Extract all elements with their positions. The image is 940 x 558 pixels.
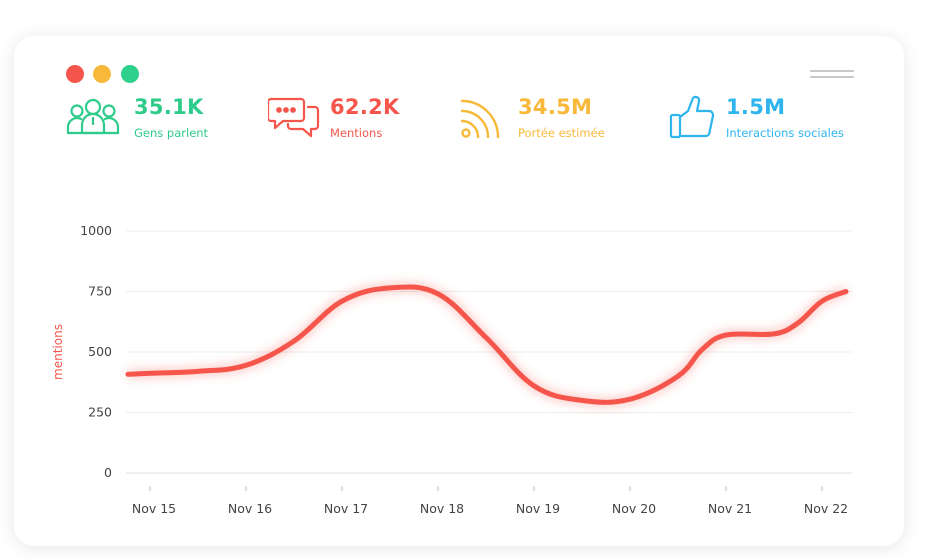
- close-window-dot[interactable]: [66, 65, 84, 83]
- x-tick-label: Nov 16: [228, 501, 272, 516]
- chart-series: [125, 282, 849, 407]
- menu-icon[interactable]: [810, 70, 854, 80]
- chart-axes: 1000 750 500 250 0 Nov 15 Nov 16 Nov 17 Nov 18 No…: [80, 223, 848, 516]
- x-tick-label: Nov 17: [324, 501, 368, 516]
- stat-estimated-reach: 34.5M Portée estimée: [458, 93, 628, 145]
- stat-mentions: 62.2K Mentions: [268, 93, 418, 145]
- y-axis-label: mentions: [51, 324, 65, 380]
- minimize-window-dot[interactable]: [93, 65, 111, 83]
- x-tick-label: Nov 22: [804, 501, 848, 516]
- rss-feed-icon: [460, 99, 500, 139]
- stat-label: Gens parlent: [134, 126, 209, 140]
- people-group-icon: [66, 98, 120, 135]
- chat-bubbles-icon: [268, 97, 320, 138]
- stat-value: 34.5M: [518, 95, 593, 119]
- stat-label: Interactions sociales: [726, 126, 844, 140]
- thumbs-up-icon: [669, 95, 715, 139]
- x-tick-label: Nov 21: [708, 501, 752, 516]
- stat-label: Portée estimée: [518, 126, 605, 140]
- y-tick-label: 0: [104, 465, 112, 480]
- series-line-glow: [127, 282, 848, 407]
- y-tick-label: 250: [88, 405, 112, 420]
- x-tick-label: Nov 18: [420, 501, 464, 516]
- chart-grid: [126, 230, 852, 474]
- stat-social-interactions: 1.5M Interactions sociales: [668, 93, 858, 145]
- x-tick-label: Nov 15: [132, 501, 176, 516]
- y-tick-label: 1000: [80, 223, 112, 238]
- stat-value: 35.1K: [134, 95, 204, 119]
- y-tick-label: 750: [88, 284, 112, 299]
- maximize-window-dot[interactable]: [121, 65, 139, 83]
- stat-value: 62.2K: [330, 95, 400, 119]
- x-tick-label: Nov 19: [516, 501, 560, 516]
- stat-label: Mentions: [330, 126, 383, 140]
- y-tick-label: 500: [88, 344, 112, 359]
- x-tick-label: Nov 20: [612, 501, 656, 516]
- series-line: [125, 284, 849, 405]
- stat-value: 1.5M: [726, 95, 786, 119]
- stat-people-talking: 35.1K Gens parlent: [66, 93, 226, 145]
